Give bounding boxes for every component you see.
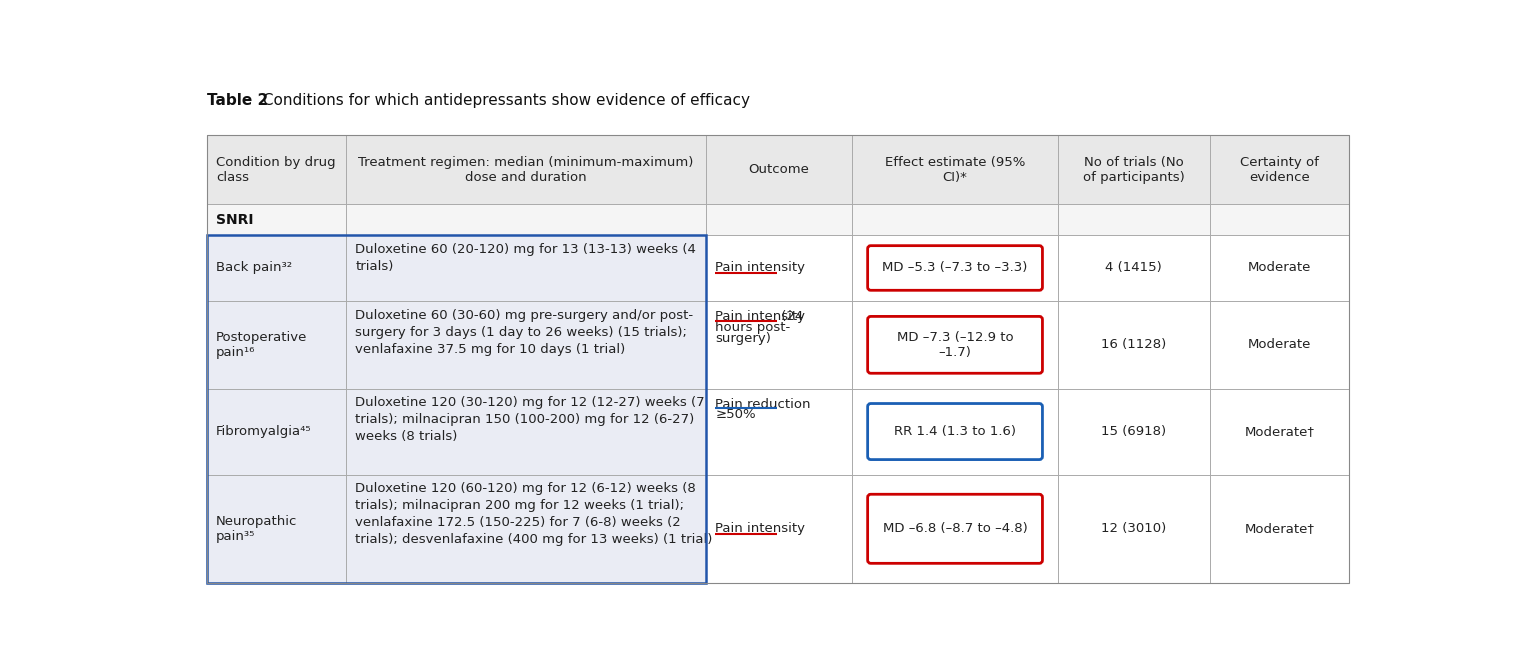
- Text: No of trials (No
of participants): No of trials (No of participants): [1082, 156, 1184, 183]
- Text: Back pain³²: Back pain³²: [216, 261, 293, 275]
- Text: Effect estimate (95%
CI)*: Effect estimate (95% CI)*: [885, 156, 1025, 183]
- Bar: [206, 475, 706, 583]
- Text: RR 1.4 (1.3 to 1.6): RR 1.4 (1.3 to 1.6): [894, 425, 1016, 438]
- Text: Duloxetine 120 (30-120) mg for 12 (12-27) weeks (7
trials); milnacipran 150 (100: Duloxetine 120 (30-120) mg for 12 (12-27…: [355, 397, 704, 444]
- Text: (24: (24: [777, 310, 803, 323]
- Text: ≥50%: ≥50%: [715, 408, 756, 422]
- Text: Table 2: Table 2: [206, 93, 269, 109]
- Text: MD –5.3 (–7.3 to –3.3): MD –5.3 (–7.3 to –3.3): [882, 261, 1028, 275]
- Bar: [206, 135, 1350, 205]
- Text: Moderate†: Moderate†: [1245, 425, 1315, 438]
- Text: MD –6.8 (–8.7 to –4.8): MD –6.8 (–8.7 to –4.8): [882, 522, 1028, 536]
- Bar: [206, 301, 706, 389]
- Text: Pain reduction: Pain reduction: [715, 398, 811, 410]
- Text: Fibromyalgia⁴⁵: Fibromyalgia⁴⁵: [216, 425, 311, 438]
- Text: 4 (1415): 4 (1415): [1105, 261, 1163, 275]
- Text: hours post-: hours post-: [715, 321, 791, 334]
- Bar: [206, 389, 706, 475]
- Text: 15 (6918): 15 (6918): [1101, 425, 1166, 438]
- Text: Duloxetine 60 (30-60) mg pre-surgery and/or post-
surgery for 3 days (1 day to 2: Duloxetine 60 (30-60) mg pre-surgery and…: [355, 309, 694, 356]
- Text: Pain intensity: Pain intensity: [715, 522, 806, 536]
- FancyBboxPatch shape: [868, 495, 1043, 563]
- Text: Certainty of
evidence: Certainty of evidence: [1240, 156, 1319, 183]
- Bar: [206, 135, 1350, 583]
- Text: 16 (1128): 16 (1128): [1101, 338, 1166, 352]
- Text: MD –7.3 (–12.9 to
–1.7): MD –7.3 (–12.9 to –1.7): [897, 331, 1014, 359]
- Text: Conditions for which antidepressants show evidence of efficacy: Conditions for which antidepressants sho…: [258, 93, 750, 109]
- Text: Treatment regimen: median (minimum-maximum)
dose and duration: Treatment regimen: median (minimum-maxim…: [358, 156, 694, 183]
- Bar: [206, 235, 706, 301]
- Text: Duloxetine 60 (20-120) mg for 13 (13-13) weeks (4
trials): Duloxetine 60 (20-120) mg for 13 (13-13)…: [355, 242, 697, 273]
- Text: SNRI: SNRI: [216, 213, 254, 226]
- Text: Neuropathic
pain³⁵: Neuropathic pain³⁵: [216, 515, 298, 543]
- Bar: [206, 235, 706, 583]
- Bar: [206, 389, 706, 475]
- Text: Moderate†: Moderate†: [1245, 522, 1315, 536]
- Bar: [206, 301, 706, 389]
- Bar: [206, 205, 1350, 235]
- Text: Moderate: Moderate: [1248, 338, 1312, 352]
- Bar: [206, 235, 706, 301]
- FancyBboxPatch shape: [868, 246, 1043, 291]
- Text: Pain intensity: Pain intensity: [715, 310, 806, 323]
- FancyBboxPatch shape: [868, 404, 1043, 459]
- Text: Pain intensity: Pain intensity: [715, 261, 806, 275]
- Text: Moderate: Moderate: [1248, 261, 1312, 275]
- Text: Condition by drug
class: Condition by drug class: [216, 156, 335, 183]
- Bar: [206, 205, 1350, 235]
- Text: surgery): surgery): [715, 332, 771, 345]
- Bar: [206, 475, 706, 583]
- Text: 12 (3010): 12 (3010): [1101, 522, 1166, 536]
- Text: Duloxetine 120 (60-120) mg for 12 (6-12) weeks (8
trials); milnacipran 200 mg fo: Duloxetine 120 (60-120) mg for 12 (6-12)…: [355, 483, 713, 546]
- Text: Outcome: Outcome: [748, 163, 809, 176]
- Text: Postoperative
pain¹⁶: Postoperative pain¹⁶: [216, 331, 308, 359]
- Bar: [206, 135, 1350, 583]
- Bar: [206, 135, 1350, 205]
- FancyBboxPatch shape: [868, 316, 1043, 373]
